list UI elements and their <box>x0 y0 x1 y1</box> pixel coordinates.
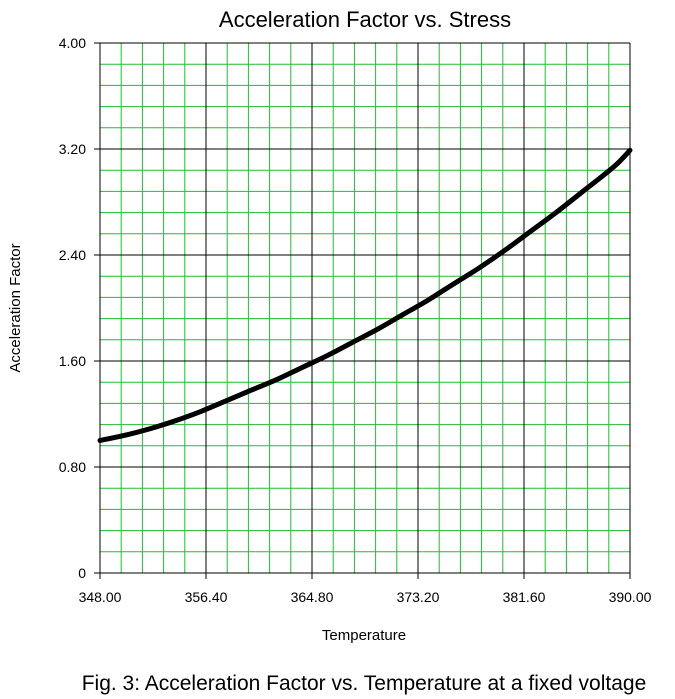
y-tick-label: 3.20 <box>59 141 86 157</box>
x-tick-label: 364.80 <box>291 589 334 605</box>
x-axis-label: Temperature <box>322 627 406 644</box>
series-line <box>97 147 633 443</box>
x-tick-label: 356.40 <box>185 589 228 605</box>
chart-title: Acceleration Factor vs. Stress <box>219 7 511 32</box>
series-layer <box>97 147 633 443</box>
x-tick-label: 390.00 <box>609 589 652 605</box>
y-tick-label: 4.00 <box>59 35 86 51</box>
x-tick-label: 373.20 <box>397 589 440 605</box>
y-tick-label: 2.40 <box>59 247 86 263</box>
x-axis-ticks: 348.00 356.40 364.80 373.20 381.60 390.00 <box>79 573 652 605</box>
figure-caption: Fig. 3: Acceleration Factor vs. Temperat… <box>82 672 647 695</box>
x-tick-label: 348.00 <box>79 589 122 605</box>
x-tick-label: 381.60 <box>503 589 546 605</box>
minor-grid <box>100 43 630 573</box>
y-axis-ticks: 0 0.80 1.60 2.40 3.20 4.00 <box>59 35 100 581</box>
y-axis-label: Acceleration Factor <box>7 243 24 372</box>
major-grid <box>99 42 631 574</box>
y-tick-label: 0.80 <box>59 459 86 475</box>
y-tick-label: 0 <box>78 565 86 581</box>
y-tick-label: 1.60 <box>59 353 86 369</box>
